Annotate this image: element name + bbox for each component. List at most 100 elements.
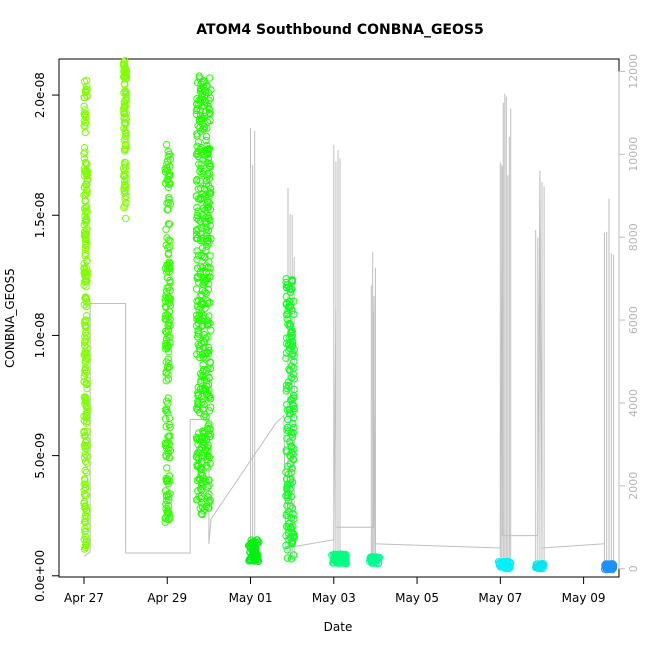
- data-point: [288, 395, 296, 403]
- data-point: [202, 218, 210, 227]
- y-tick-label: 5.0e-09: [33, 433, 47, 479]
- data-point: [164, 399, 172, 407]
- data-point: [288, 362, 296, 371]
- data-point: [205, 258, 213, 266]
- data-point: [286, 303, 295, 311]
- data-point: [82, 302, 91, 311]
- data-point: [205, 391, 213, 399]
- data-point: [166, 155, 175, 164]
- data-point: [200, 434, 209, 443]
- data-point: [205, 481, 213, 489]
- data-point: [80, 264, 88, 273]
- data-point: [207, 189, 215, 197]
- data-point: [197, 494, 206, 503]
- data-point: [196, 449, 204, 457]
- data-point: [287, 442, 295, 450]
- data-point: [82, 398, 90, 406]
- data-point: [197, 471, 205, 479]
- data-point: [204, 145, 212, 153]
- data-point: [203, 170, 212, 178]
- data-point: [375, 553, 384, 562]
- data-point: [81, 333, 89, 341]
- y2-tick-label: 10000: [627, 137, 640, 172]
- y-tick-label: 2.0e-08: [33, 72, 47, 118]
- data-point: [82, 295, 91, 303]
- data-point: [163, 363, 172, 372]
- data-point: [193, 214, 201, 223]
- data-point: [290, 385, 298, 394]
- data-point: [82, 409, 91, 418]
- data-point: [166, 423, 174, 432]
- data-point: [205, 105, 213, 114]
- data-point: [194, 216, 203, 224]
- data-point: [197, 492, 206, 500]
- data-point: [206, 205, 215, 214]
- data-point: [207, 326, 215, 334]
- data-point: [164, 250, 173, 259]
- data-point: [163, 295, 172, 303]
- data-point: [80, 545, 89, 553]
- data-point: [288, 277, 297, 286]
- data-point: [283, 426, 291, 434]
- data-point: [203, 196, 212, 205]
- data-point: [194, 207, 202, 215]
- data-point: [164, 508, 172, 517]
- data-point: [282, 292, 290, 301]
- point-cluster: [119, 57, 131, 223]
- data-point: [120, 100, 129, 108]
- data-point: [206, 298, 214, 307]
- data-point: [80, 155, 89, 163]
- data-point: [193, 142, 201, 150]
- data-point: [193, 100, 201, 108]
- point-cluster: [244, 536, 263, 565]
- data-point: [198, 443, 206, 452]
- data-point: [287, 285, 295, 293]
- data-point: [192, 177, 201, 185]
- data-point: [200, 97, 209, 105]
- data-point: [82, 230, 90, 239]
- data-point: [207, 403, 215, 411]
- data-point: [251, 557, 259, 565]
- data-point: [81, 342, 89, 350]
- data-point: [192, 230, 201, 239]
- data-point: [81, 450, 90, 458]
- data-point: [81, 106, 89, 114]
- data-point: [200, 122, 209, 131]
- data-point: [122, 199, 130, 207]
- data-point: [81, 514, 89, 523]
- y2-tick-label: 8000: [627, 223, 640, 251]
- data-point: [81, 466, 89, 475]
- data-point: [164, 343, 172, 351]
- data-point: [539, 564, 547, 573]
- data-point: [204, 365, 212, 373]
- data-point: [203, 201, 211, 209]
- data-point: [498, 558, 507, 566]
- data-point: [197, 251, 205, 260]
- x-axis-label: Date: [324, 620, 353, 634]
- data-point: [80, 102, 88, 111]
- data-point: [204, 422, 213, 430]
- data-point: [197, 303, 205, 311]
- data-point: [503, 564, 511, 573]
- data-point: [194, 251, 203, 260]
- x-tick-label: Apr 27: [64, 591, 104, 605]
- data-point: [289, 338, 297, 346]
- data-point: [82, 380, 91, 389]
- data-point: [197, 164, 205, 173]
- data-point: [121, 64, 130, 72]
- data-point: [198, 398, 206, 406]
- data-point: [202, 223, 210, 231]
- data-point: [287, 453, 295, 461]
- data-point: [532, 563, 540, 572]
- data-point: [333, 552, 342, 560]
- data-point: [202, 289, 210, 298]
- data-point: [81, 323, 90, 332]
- data-point: [194, 329, 202, 337]
- data-point: [82, 235, 90, 243]
- data-point: [80, 428, 88, 436]
- data-point: [194, 225, 202, 233]
- data-point: [122, 95, 130, 104]
- data-point: [195, 296, 203, 305]
- data-point: [202, 246, 210, 255]
- data-point: [193, 247, 201, 255]
